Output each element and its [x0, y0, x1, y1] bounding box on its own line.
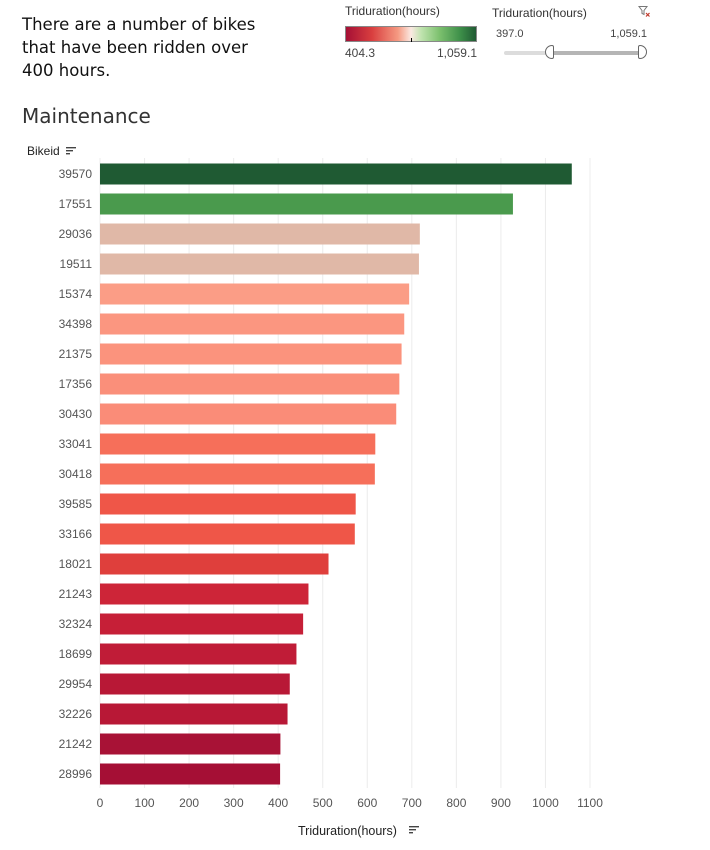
color-legend-midpoint	[411, 38, 412, 42]
y-tick-label: 17356	[59, 377, 93, 391]
x-tick-label: 800	[446, 796, 466, 810]
x-tick-label: 900	[491, 796, 511, 810]
bar-15374[interactable]	[100, 283, 410, 305]
bar-33041[interactable]	[100, 433, 376, 455]
bar-17356[interactable]	[100, 373, 400, 395]
y-tick-label: 32226	[59, 707, 93, 721]
clear-filter-icon[interactable]	[638, 5, 650, 17]
bar-21375[interactable]	[100, 343, 402, 365]
y-tick-labels: 39570 17551 29036 19511 15374 34398 21375 17356…	[59, 167, 93, 781]
bar-17551[interactable]	[100, 193, 513, 215]
bar-30430[interactable]	[100, 403, 397, 425]
x-tick-label: 500	[313, 796, 333, 810]
bar-21242[interactable]	[100, 733, 281, 755]
x-tick-label: 200	[179, 796, 199, 810]
y-tick-label: 17551	[59, 197, 93, 211]
bar-34398[interactable]	[100, 313, 405, 335]
bar-29954[interactable]	[100, 673, 290, 695]
x-tick-label: 600	[357, 796, 377, 810]
x-tick-label: 1100	[577, 796, 603, 810]
y-tick-label: 15374	[59, 287, 93, 301]
bar-28996[interactable]	[100, 763, 281, 785]
y-tick-label: 30418	[59, 467, 93, 481]
range-filter-max: 1,059.1	[610, 28, 647, 40]
range-filter-min: 397.0	[496, 28, 524, 40]
slider-min-handle[interactable]	[545, 45, 554, 59]
bar-18699[interactable]	[100, 643, 297, 665]
sort-icon[interactable]	[66, 147, 76, 155]
bar-30418[interactable]	[100, 463, 375, 485]
bar-29036[interactable]	[100, 223, 420, 245]
headline: There are a number of bikes that have be…	[22, 13, 282, 82]
y-tick-label: 21375	[59, 347, 93, 361]
y-tick-label: 29036	[59, 227, 93, 241]
x-tick-labels: 0 100 200 300 400 500 600 700 800 900 1000 1100	[97, 796, 604, 810]
bar-39585[interactable]	[100, 493, 356, 515]
section-title: Maintenance	[22, 104, 151, 128]
slider-range-fill	[548, 51, 640, 55]
x-tick-label: 400	[268, 796, 288, 810]
headline-line-1: There are a number of bikes	[22, 15, 256, 34]
color-legend-title: Triduration(hours)	[345, 4, 440, 18]
slider-max-handle[interactable]	[638, 45, 647, 59]
x-tick-label: 100	[135, 796, 155, 810]
color-legend-max: 1,059.1	[436, 46, 477, 60]
headline-line-2: that have been ridden over	[22, 38, 248, 57]
y-tick-label: 34398	[59, 317, 93, 331]
y-tick-label: 19511	[60, 257, 93, 271]
y-tick-label: 39585	[59, 497, 93, 511]
y-tick-label: 33041	[59, 437, 93, 451]
y-tick-label: 18021	[59, 557, 93, 571]
bar-18021[interactable]	[100, 553, 329, 575]
bar-39570[interactable]	[100, 163, 572, 185]
y-tick-label: 21243	[59, 587, 93, 601]
color-legend-min: 404.3	[345, 46, 376, 60]
y-tick-label: 39570	[59, 167, 93, 181]
x-tick-label: 1000	[532, 796, 559, 810]
y-tick-label: 30430	[59, 407, 93, 421]
y-tick-label: 32324	[59, 617, 93, 631]
y-tick-label: 28996	[59, 767, 93, 781]
bar-33166[interactable]	[100, 523, 355, 545]
y-tick-label: 33166	[59, 527, 93, 541]
x-sort-icon[interactable]	[409, 826, 419, 834]
y-axis-title[interactable]: Bikeid	[27, 144, 60, 158]
range-filter-title: Triduration(hours)	[492, 6, 587, 20]
y-tick-label: 29954	[59, 677, 93, 691]
x-tick-label: 300	[224, 796, 244, 810]
y-tick-label: 18699	[59, 647, 93, 661]
y-tick-label: 21242	[59, 737, 93, 751]
x-tick-label: 0	[97, 796, 104, 810]
bar-32226[interactable]	[100, 703, 288, 725]
x-axis-title[interactable]: Triduration(hours)	[298, 824, 397, 838]
headline-line-3: 400 hours.	[22, 61, 111, 80]
bars	[100, 163, 572, 785]
bar-19511[interactable]	[100, 253, 419, 275]
bar-32324[interactable]	[100, 613, 304, 635]
x-tick-label: 700	[402, 796, 422, 810]
bar-21243[interactable]	[100, 583, 309, 605]
